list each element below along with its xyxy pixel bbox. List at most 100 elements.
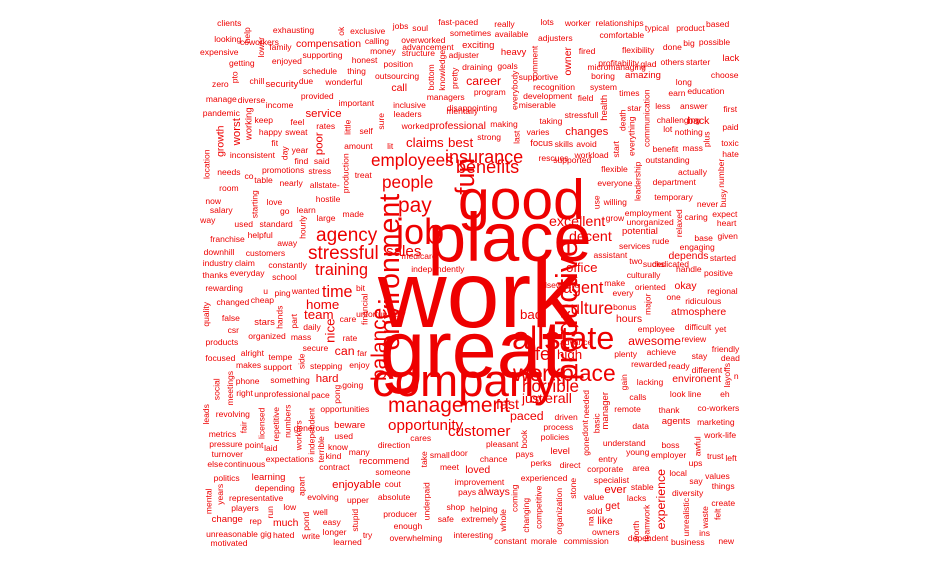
cloud-word: happy: [258, 127, 283, 138]
cloud-word: home: [306, 297, 340, 312]
cloud-word: outstanding: [645, 155, 690, 166]
cloud-word: given: [717, 230, 738, 241]
cloud-word: support: [263, 362, 292, 373]
cloud-word: hard: [315, 373, 339, 386]
cloud-word: service: [305, 107, 342, 120]
cloud-word: sucks: [642, 259, 665, 270]
cloud-word: values: [705, 471, 730, 482]
cloud-word: run: [265, 505, 276, 519]
cloud-word: amount: [344, 141, 373, 152]
cloud-word: cheap: [250, 295, 275, 306]
cloud-word: unfortunately: [356, 309, 406, 320]
cloud-word: thanks: [202, 270, 228, 281]
cloud-word: toxic: [721, 138, 739, 149]
cloud-word: glad: [640, 58, 657, 69]
cloud-word: local: [669, 468, 687, 479]
cloud-word: licensed: [255, 408, 266, 440]
cloud-word: schedule: [302, 65, 338, 76]
cloud-word: leadership: [632, 161, 643, 202]
cloud-word: far: [357, 347, 368, 358]
cloud-word: back: [687, 116, 710, 128]
cloud-word: generous: [293, 422, 330, 433]
cloud-word: can: [334, 343, 355, 358]
cloud-word: corporate: [587, 464, 624, 475]
cloud-word: self: [359, 126, 373, 137]
cloud-word: make: [604, 277, 626, 288]
cloud-word: keep: [254, 114, 274, 125]
cloud-word: revolving: [215, 409, 250, 420]
cloud-word: wonderful: [325, 76, 363, 87]
cloud-word: benefit: [652, 144, 679, 155]
cloud-word: find: [294, 155, 309, 166]
cloud-word: important: [338, 97, 375, 108]
cloud-word: coworkers: [239, 36, 279, 47]
cloud-word: lacks: [626, 493, 647, 504]
cloud-word: compensation: [296, 38, 362, 50]
cloud-word: due: [298, 76, 314, 87]
cloud-word: adjusters: [537, 32, 573, 43]
cloud-word: lack: [722, 53, 740, 65]
cloud-word: communication: [641, 89, 652, 147]
cloud-word: fast: [496, 397, 519, 413]
cloud-word: busy: [717, 189, 728, 208]
cloud-word: work: [378, 242, 579, 348]
cloud-word: diverse: [237, 94, 266, 105]
cloud-word: marketing: [697, 417, 735, 427]
cloud-word: based: [706, 18, 730, 29]
cloud-word: less: [655, 100, 671, 111]
cloud-word: base: [694, 232, 713, 243]
cloud-word: shop: [446, 502, 466, 513]
cloud-word: job: [396, 211, 445, 252]
cloud-word: door: [450, 448, 468, 459]
cloud-word: little: [341, 119, 352, 135]
cloud-word: achieve: [646, 347, 677, 358]
cloud-word: stressful: [308, 243, 379, 264]
cloud-word: excellent: [549, 214, 606, 230]
cloud-word: fit: [271, 138, 279, 149]
cloud-word: rewarded: [631, 358, 667, 369]
cloud-word: worked: [401, 120, 430, 131]
cloud-word: enjoyed: [271, 56, 302, 67]
cloud-word: long: [675, 76, 692, 87]
cloud-word: two: [629, 256, 643, 267]
cloud-word: yet: [714, 324, 727, 335]
cloud-word: absolute: [377, 491, 411, 502]
cloud-word: paced: [510, 409, 544, 423]
cloud-word: place: [428, 200, 592, 276]
cloud-word: clients: [217, 18, 242, 29]
cloud-word: else: [207, 459, 224, 470]
cloud-word: independently: [411, 264, 465, 275]
cloud-word: every: [612, 287, 634, 298]
cloud-word: easy: [322, 517, 341, 528]
cloud-word: alright: [240, 348, 265, 359]
cloud-word: goals: [497, 60, 518, 71]
cloud-word: overworked: [401, 35, 446, 46]
cloud-word: advancement: [402, 41, 454, 52]
cloud-word: day: [279, 146, 290, 161]
cloud-word: rude: [652, 236, 670, 247]
cloud-word: okay: [674, 280, 697, 292]
cloud-word: going: [342, 379, 364, 390]
cloud-word: hands: [274, 305, 285, 330]
cloud-word: stress: [308, 165, 332, 176]
cloud-word: potential: [622, 225, 658, 237]
cloud-word: learned: [333, 537, 362, 548]
cloud-word: diversity: [671, 487, 704, 498]
cloud-word: sales: [386, 243, 422, 260]
cloud-word: mass: [682, 142, 703, 153]
cloud-word: oriented: [634, 281, 666, 292]
cloud-word: customer: [448, 423, 511, 440]
cloud-word: varies: [526, 127, 550, 138]
cloud-word: system: [589, 81, 618, 92]
cloud-word: engaging: [679, 242, 715, 253]
cloud-word: stone: [568, 477, 579, 499]
cloud-word: star: [627, 103, 642, 114]
cloud-word: said: [313, 156, 330, 167]
cloud-word: young: [626, 446, 650, 457]
cloud-word: challenging: [656, 114, 701, 125]
cloud-word: changed: [216, 297, 250, 308]
cloud-word: good: [458, 168, 585, 232]
cloud-word: expensive: [200, 47, 239, 58]
cloud-word: never: [696, 198, 719, 209]
cloud-word: high: [557, 347, 583, 362]
